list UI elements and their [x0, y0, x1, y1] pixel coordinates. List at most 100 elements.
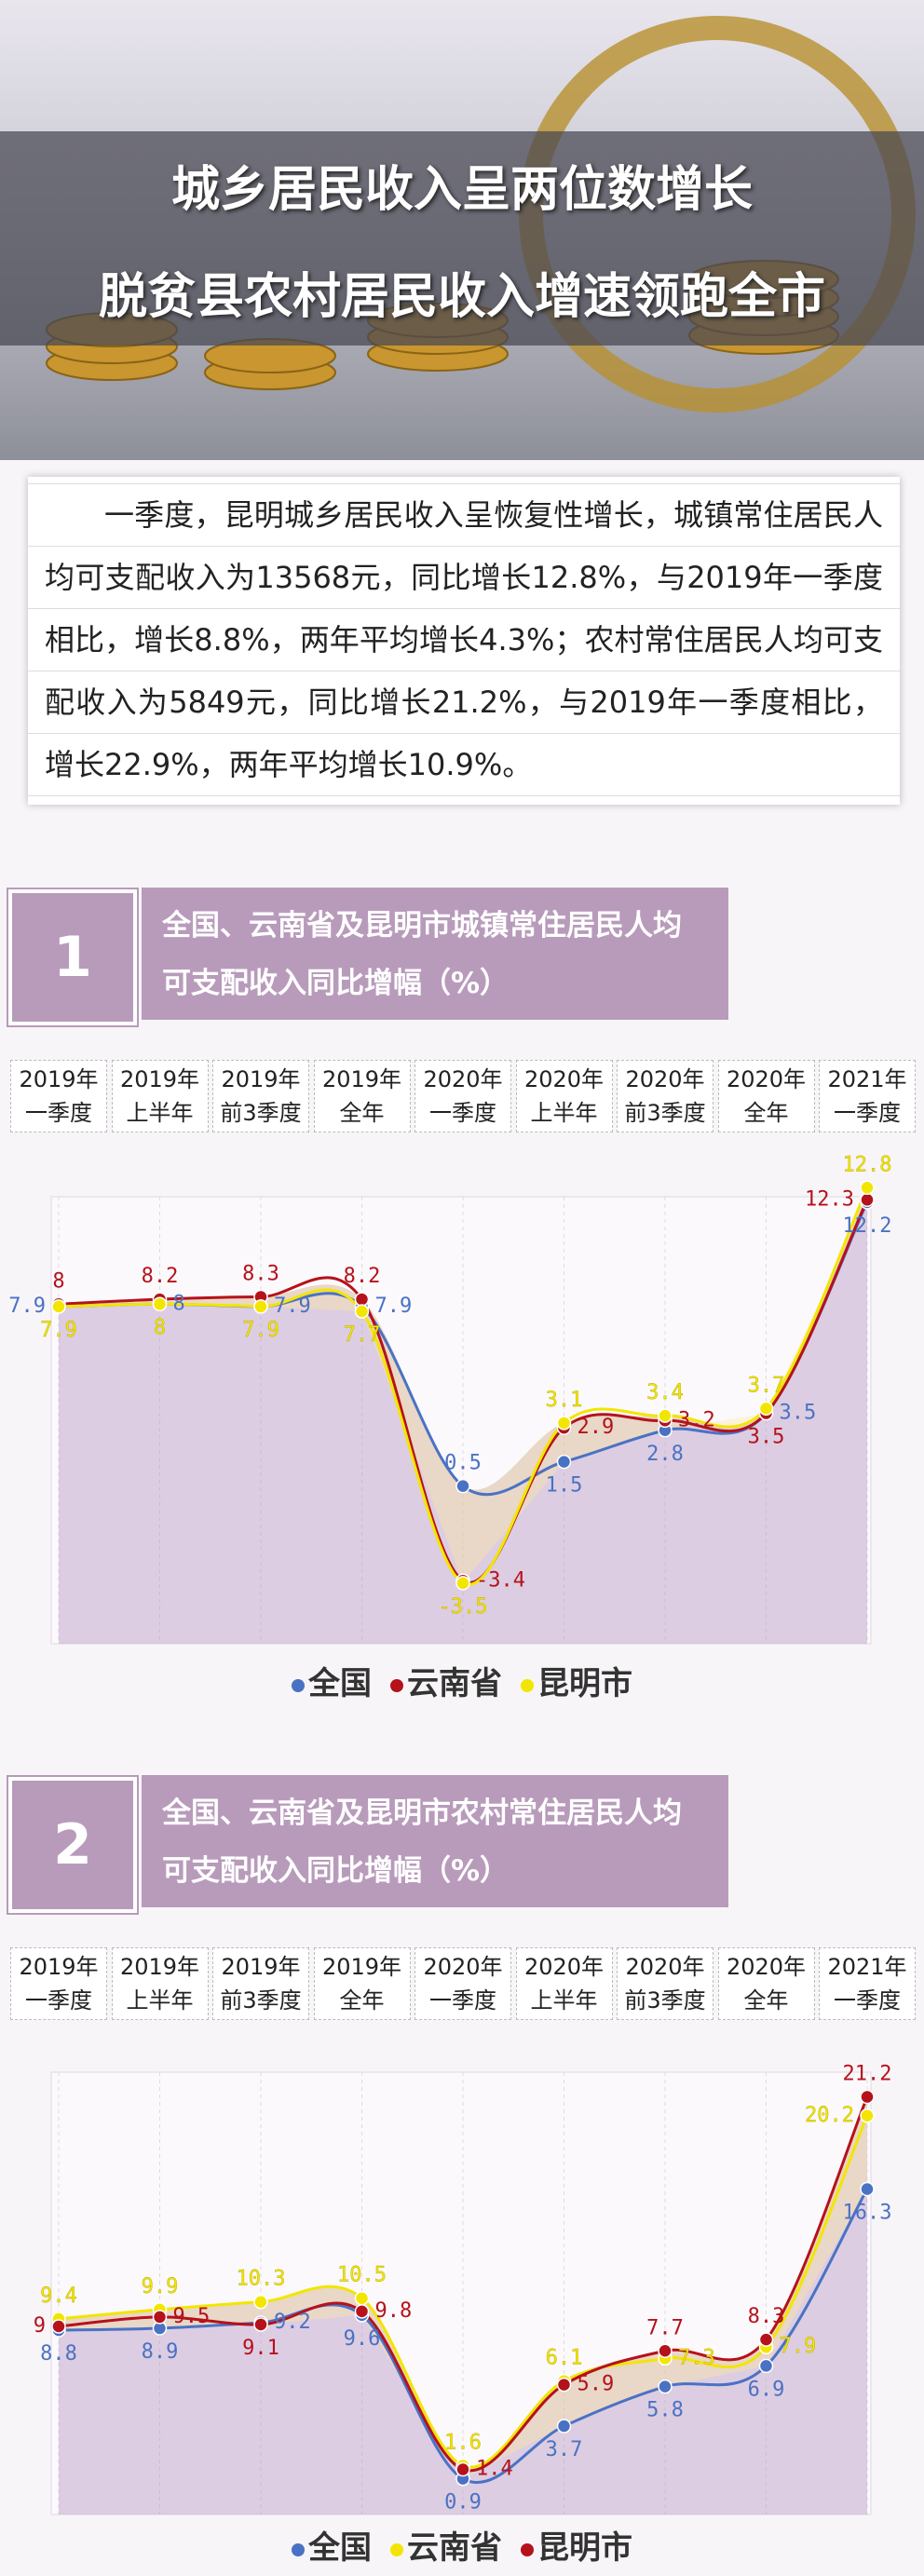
legend-item: 全国: [292, 1665, 372, 1702]
band-fill: [59, 1187, 867, 1583]
data-point: [860, 2181, 875, 2197]
data-point: [658, 1408, 673, 1423]
legend-label: 全国: [308, 1665, 372, 1702]
category-label: 2020年 一季度: [414, 1060, 511, 1132]
data-label: 2.9: [578, 1416, 615, 1439]
line-chart: 7.9 8 7.9 7.90.51.52.83.512.28 8.2 8.3 8.2-3.4…: [8, 1153, 892, 1645]
data-label: 12.3: [805, 1187, 854, 1211]
section-title-box: 全国、云南省及昆明市农村常住居民人均可支配收入同比增幅（%）: [142, 1775, 728, 1907]
legend-label: 全国: [308, 2529, 372, 2567]
intro-text: 一季度，昆明城乡居民收入呈恢复性增长，城镇常住居民人均可支配收入为13568元，…: [28, 477, 900, 804]
data-label: 3.4: [646, 1381, 684, 1404]
data-label: 9: [34, 2314, 46, 2338]
data-label: 6.9: [748, 2378, 785, 2401]
data-label: 9.9: [142, 2275, 179, 2298]
data-label: -3.5: [439, 1595, 488, 1619]
data-label: 6.1: [546, 2347, 583, 2370]
data-label: 5.8: [646, 2399, 684, 2422]
legend-marker: [292, 2542, 305, 2556]
data-point: [658, 2379, 673, 2394]
data-label: 8.3: [748, 2305, 785, 2328]
data-label: 3.1: [546, 1389, 583, 1412]
data-label: 7.9: [375, 1295, 413, 1318]
legend-label: 云南省: [407, 2529, 502, 2567]
data-label: 1.4: [476, 2458, 513, 2481]
data-label: 3.2: [678, 1408, 715, 1431]
legend-item: 昆明市: [521, 2529, 632, 2567]
category-label: 2021年 一季度: [819, 1947, 916, 2020]
data-label: 9.6: [344, 2327, 381, 2351]
section-title-box: 全国、云南省及昆明市城镇常住居民人均可支配收入同比增幅（%）: [142, 888, 728, 1020]
category-label: 2019年 一季度: [10, 1060, 107, 1132]
data-label: 9.1: [242, 2337, 279, 2360]
data-point: [354, 1304, 370, 1319]
data-point: [253, 2294, 268, 2310]
data-point: [152, 1296, 168, 1312]
area-fill: [59, 2096, 867, 2515]
data-label: 3.7: [748, 1374, 785, 1397]
plot-background: [50, 2071, 872, 2515]
data-point: [556, 1454, 572, 1470]
legend-item: 云南省: [390, 1665, 502, 1702]
data-label: 5.9: [578, 2373, 615, 2396]
data-label: 8.9: [142, 2340, 179, 2364]
data-label: 8.2: [344, 1265, 381, 1288]
category-label: 2020年 上半年: [515, 1060, 613, 1132]
category-label: 2020年 前3季度: [617, 1947, 713, 2020]
data-label: 9.8: [375, 2299, 413, 2323]
data-label: 3.7: [546, 2438, 583, 2461]
category-label: 2019年 一季度: [10, 1947, 107, 2020]
legend-item: 云南省: [390, 2529, 502, 2567]
data-label: 1.5: [546, 1474, 583, 1498]
section-title: 全国、云南省及昆明市城镇常住居民人均可支配收入同比增幅（%）: [162, 909, 682, 1000]
data-label: 9.2: [274, 2311, 311, 2334]
data-label: 8: [154, 1316, 166, 1339]
legend-item: 全国: [292, 2529, 372, 2567]
data-label: 7.9: [8, 1295, 46, 1318]
data-point: [758, 2358, 774, 2374]
data-point: [556, 2419, 572, 2434]
data-point: [253, 2317, 268, 2332]
data-label: 8: [173, 1292, 185, 1315]
data-point: [455, 1576, 470, 1591]
legend-item: 昆明市: [521, 1665, 632, 1702]
legend-label: 昆明市: [537, 1665, 632, 1702]
data-label: 10.3: [237, 2268, 286, 2291]
category-label: 2020年 上半年: [515, 1947, 613, 2020]
data-point: [556, 1416, 572, 1430]
data-label: 8.2: [142, 1265, 179, 1288]
data-label: 2.8: [646, 1443, 684, 1466]
data-label: 9.4: [40, 2285, 77, 2308]
data-point: [860, 1180, 875, 1196]
title-line: 城乡居民收入呈两位数增长: [170, 162, 753, 218]
data-label: 7.3: [678, 2346, 715, 2369]
data-point: [354, 2304, 370, 2319]
data-label: -3.4: [476, 1568, 525, 1592]
data-label: 3.5: [780, 1402, 817, 1425]
legend-label: 昆明市: [537, 2529, 632, 2567]
data-point: [51, 2319, 66, 2334]
data-point: [51, 1299, 66, 1314]
plot-background: [50, 1196, 872, 1645]
data-label: 1.6: [444, 2431, 482, 2454]
data-label: 7.9: [780, 2335, 817, 2358]
data-point: [455, 1478, 470, 1494]
category-label: 2019年 全年: [313, 1060, 411, 1132]
data-label: 0.5: [444, 1452, 482, 1475]
data-point: [758, 2332, 774, 2347]
section-number: 1: [7, 888, 139, 1027]
category-label: 2019年 上半年: [111, 1947, 209, 2020]
category-label: 2019年 前3季度: [212, 1947, 309, 2020]
data-label: 3.5: [748, 1426, 785, 1449]
data-point: [253, 1299, 268, 1314]
title-line: 脱贫县农村居民收入增速领跑全市: [98, 269, 825, 325]
category-label: 2020年 全年: [717, 1060, 815, 1132]
category-label: 2019年 前3季度: [212, 1060, 309, 1132]
data-label: 12.2: [843, 1214, 892, 1238]
category-label: 2019年 上半年: [111, 1060, 209, 1132]
legend-marker: [521, 1678, 534, 1692]
intro-box: 一季度，昆明城乡居民收入呈恢复性增长，城镇常住居民人均可支配收入为13568元，…: [28, 477, 900, 805]
legend-marker: [292, 1678, 305, 1692]
legend: 全国 云南省 昆明市: [0, 1658, 924, 1703]
category-label: 2020年 全年: [717, 1947, 815, 2020]
